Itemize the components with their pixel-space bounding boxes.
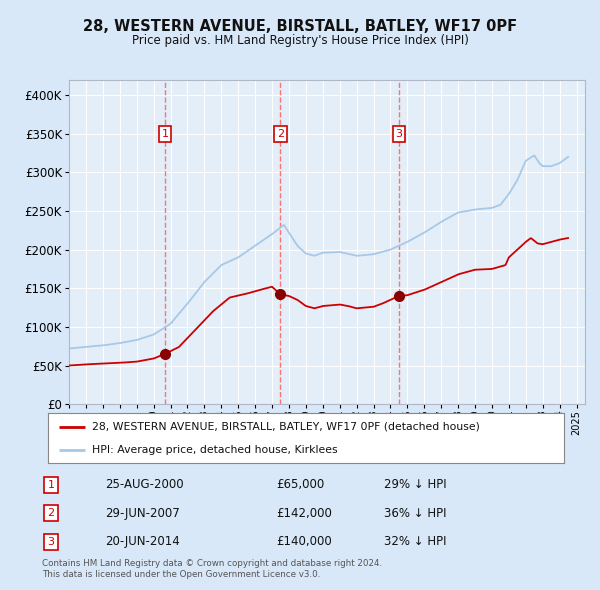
Text: This data is licensed under the Open Government Licence v3.0.: This data is licensed under the Open Gov… [42,571,320,579]
Text: 1: 1 [47,480,55,490]
Text: 20-JUN-2014: 20-JUN-2014 [105,535,180,548]
Text: Contains HM Land Registry data © Crown copyright and database right 2024.: Contains HM Land Registry data © Crown c… [42,559,382,568]
Text: £65,000: £65,000 [276,478,324,491]
Text: 2: 2 [277,129,284,139]
Text: 32% ↓ HPI: 32% ↓ HPI [384,535,446,548]
Text: 1: 1 [161,129,169,139]
Text: HPI: Average price, detached house, Kirklees: HPI: Average price, detached house, Kirk… [92,445,337,455]
Text: 29-JUN-2007: 29-JUN-2007 [105,507,180,520]
Text: 28, WESTERN AVENUE, BIRSTALL, BATLEY, WF17 0PF (detached house): 28, WESTERN AVENUE, BIRSTALL, BATLEY, WF… [92,421,480,431]
Text: 36% ↓ HPI: 36% ↓ HPI [384,507,446,520]
Text: 29% ↓ HPI: 29% ↓ HPI [384,478,446,491]
Text: Price paid vs. HM Land Registry's House Price Index (HPI): Price paid vs. HM Land Registry's House … [131,34,469,47]
Text: 25-AUG-2000: 25-AUG-2000 [105,478,184,491]
Text: 28, WESTERN AVENUE, BIRSTALL, BATLEY, WF17 0PF: 28, WESTERN AVENUE, BIRSTALL, BATLEY, WF… [83,19,517,34]
Text: £140,000: £140,000 [276,535,332,548]
Text: 2: 2 [47,509,55,518]
Text: 3: 3 [395,129,403,139]
Text: 3: 3 [47,537,55,546]
Text: £142,000: £142,000 [276,507,332,520]
